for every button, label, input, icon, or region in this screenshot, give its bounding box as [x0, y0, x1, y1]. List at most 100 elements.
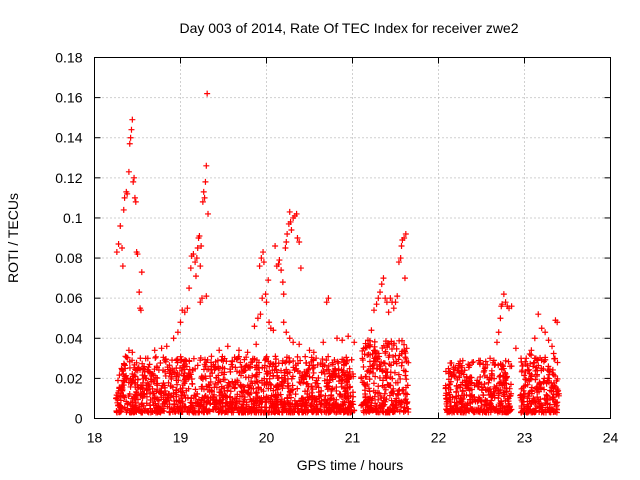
data-point: [452, 373, 459, 380]
data-point: [446, 381, 453, 388]
data-point: [129, 357, 136, 364]
data-point: [521, 372, 528, 379]
data-point: [471, 408, 478, 415]
data-point: [443, 395, 450, 402]
data-point: [185, 385, 192, 392]
data-point: [376, 374, 383, 381]
data-point: [182, 357, 189, 364]
data-point: [481, 401, 488, 408]
data-point: [372, 373, 379, 380]
data-point: [358, 374, 365, 381]
data-points: [113, 90, 562, 416]
data-point: [313, 409, 320, 416]
data-point: [362, 393, 369, 400]
y-tick-label: 0.06: [55, 290, 82, 306]
data-point: [169, 365, 176, 372]
data-point: [221, 355, 228, 362]
data-point: [179, 364, 186, 371]
data-point: [338, 383, 345, 390]
y-tick-label: 0.04: [55, 330, 82, 346]
data-point: [528, 352, 535, 359]
data-point: [258, 255, 265, 262]
data-point: [199, 383, 206, 390]
data-point: [468, 374, 475, 381]
data-point: [187, 265, 194, 272]
data-point: [481, 367, 488, 374]
data-point: [361, 381, 368, 388]
data-point: [493, 339, 500, 346]
data-point: [219, 364, 226, 371]
data-point: [333, 370, 340, 377]
data-point: [294, 235, 301, 241]
data-point: [365, 397, 372, 404]
data-point: [235, 347, 242, 354]
data-point: [276, 257, 283, 264]
data-point: [362, 340, 369, 347]
data-point: [238, 364, 245, 371]
data-point: [176, 397, 183, 404]
data-point: [360, 363, 367, 370]
data-point: [484, 397, 491, 404]
data-point: [245, 384, 252, 391]
data-point: [372, 358, 379, 365]
data-point: [319, 356, 326, 363]
data-point: [329, 385, 336, 392]
data-point: [256, 263, 263, 270]
data-point: [284, 230, 291, 237]
data-point: [345, 333, 352, 340]
data-point: [270, 372, 277, 379]
data-point: [257, 311, 264, 318]
data-point: [299, 402, 306, 409]
data-point: [134, 251, 141, 258]
data-point: [278, 267, 285, 274]
data-point: [502, 357, 509, 364]
data-point: [200, 404, 207, 411]
data-point: [367, 341, 374, 348]
data-point: [475, 357, 482, 364]
data-point: [252, 371, 259, 378]
data-point: [173, 386, 180, 393]
data-point: [292, 401, 299, 408]
data-point: [131, 394, 138, 401]
data-point: [211, 384, 218, 391]
data-point: [396, 337, 403, 344]
data-point: [248, 404, 255, 411]
data-point: [482, 358, 489, 365]
data-point: [290, 357, 297, 364]
data-point: [382, 295, 389, 302]
data-point: [266, 319, 273, 326]
data-point: [339, 337, 346, 344]
data-point: [120, 370, 127, 377]
data-point: [526, 407, 533, 414]
data-point: [231, 385, 238, 392]
data-point: [203, 408, 210, 415]
data-point: [205, 210, 212, 217]
data-point: [535, 311, 542, 318]
data-point: [359, 401, 366, 408]
data-point: [340, 371, 347, 378]
data-point: [455, 367, 462, 374]
data-point: [461, 367, 468, 374]
data-point: [491, 392, 498, 399]
data-point: [522, 368, 529, 375]
data-point: [141, 372, 148, 379]
data-point: [190, 355, 197, 362]
data-point: [346, 368, 353, 375]
data-point: [443, 407, 450, 414]
data-point: [131, 361, 138, 368]
data-point: [324, 380, 331, 387]
data-point: [151, 347, 158, 354]
data-point: [194, 362, 201, 369]
data-point: [125, 168, 132, 175]
data-point: [478, 381, 485, 388]
data-point: [488, 367, 495, 374]
data-point: [124, 190, 131, 197]
data-point: [259, 295, 266, 302]
data-point: [186, 285, 193, 292]
data-point: [199, 376, 206, 383]
data-point: [117, 222, 124, 229]
data-point: [225, 379, 232, 386]
data-point: [504, 396, 511, 403]
data-point: [285, 399, 292, 406]
data-point: [547, 409, 554, 416]
